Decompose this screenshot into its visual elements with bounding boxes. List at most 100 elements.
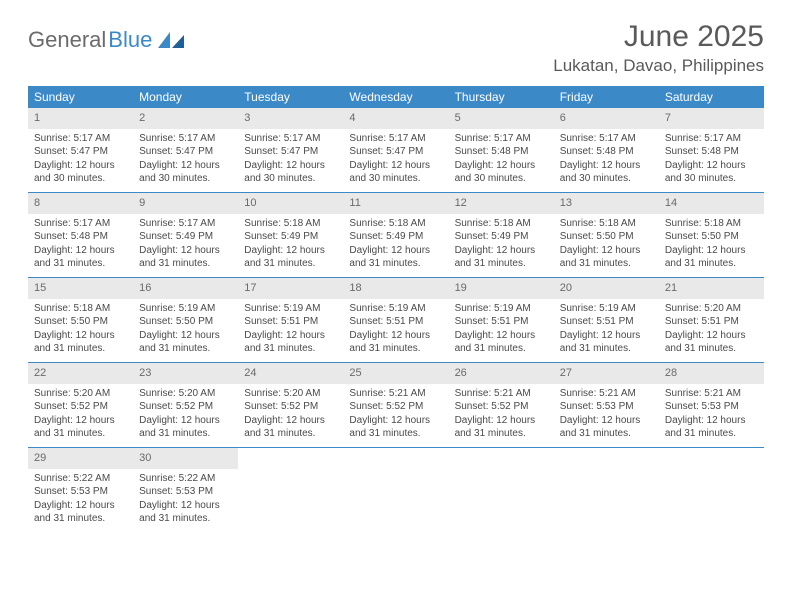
day-body: Sunrise: 5:19 AMSunset: 5:51 PMDaylight:…: [449, 299, 554, 362]
day-number: 11: [343, 193, 448, 214]
sunset-line: Sunset: 5:52 PM: [34, 400, 127, 414]
title-block: June 2025 Lukatan, Davao, Philippines: [553, 20, 764, 76]
daylight-line: Daylight: 12 hours and 30 minutes.: [349, 159, 442, 186]
sunset-line: Sunset: 5:49 PM: [244, 230, 337, 244]
sunrise-line: Sunrise: 5:21 AM: [455, 387, 548, 401]
sunrise-line: Sunrise: 5:22 AM: [34, 472, 127, 486]
day-body: Sunrise: 5:17 AMSunset: 5:47 PMDaylight:…: [238, 129, 343, 192]
week-row: 22Sunrise: 5:20 AMSunset: 5:52 PMDayligh…: [28, 363, 764, 448]
brand-part2: Blue: [108, 27, 152, 53]
sunrise-line: Sunrise: 5:18 AM: [349, 217, 442, 231]
daylight-line: Daylight: 12 hours and 31 minutes.: [244, 244, 337, 271]
day-number: 23: [133, 363, 238, 384]
day-cell: 8Sunrise: 5:17 AMSunset: 5:48 PMDaylight…: [28, 193, 133, 277]
day-cell: 21Sunrise: 5:20 AMSunset: 5:51 PMDayligh…: [659, 278, 764, 362]
daylight-line: Daylight: 12 hours and 31 minutes.: [34, 499, 127, 526]
daylight-line: Daylight: 12 hours and 31 minutes.: [244, 414, 337, 441]
brand-part1: General: [28, 27, 106, 53]
day-cell: 7Sunrise: 5:17 AMSunset: 5:48 PMDaylight…: [659, 108, 764, 192]
day-body: Sunrise: 5:17 AMSunset: 5:49 PMDaylight:…: [133, 214, 238, 277]
day-number: 9: [133, 193, 238, 214]
sunset-line: Sunset: 5:50 PM: [560, 230, 653, 244]
day-number: 3: [238, 108, 343, 129]
day-body: Sunrise: 5:17 AMSunset: 5:48 PMDaylight:…: [449, 129, 554, 192]
sunrise-line: Sunrise: 5:19 AM: [455, 302, 548, 316]
sunset-line: Sunset: 5:53 PM: [560, 400, 653, 414]
daylight-line: Daylight: 12 hours and 31 minutes.: [455, 329, 548, 356]
day-cell: 6Sunrise: 5:17 AMSunset: 5:48 PMDaylight…: [554, 108, 659, 192]
daylight-line: Daylight: 12 hours and 30 minutes.: [665, 159, 758, 186]
daylight-line: Daylight: 12 hours and 31 minutes.: [139, 414, 232, 441]
sunset-line: Sunset: 5:52 PM: [349, 400, 442, 414]
sunset-line: Sunset: 5:51 PM: [455, 315, 548, 329]
sunrise-line: Sunrise: 5:17 AM: [139, 217, 232, 231]
sunrise-line: Sunrise: 5:18 AM: [665, 217, 758, 231]
day-body: Sunrise: 5:18 AMSunset: 5:50 PMDaylight:…: [659, 214, 764, 277]
day-cell-empty: [238, 448, 343, 532]
day-number: 16: [133, 278, 238, 299]
day-body: Sunrise: 5:20 AMSunset: 5:52 PMDaylight:…: [133, 384, 238, 447]
brand-logo: GeneralBlue: [28, 20, 184, 54]
daylight-line: Daylight: 12 hours and 30 minutes.: [560, 159, 653, 186]
week-row: 1Sunrise: 5:17 AMSunset: 5:47 PMDaylight…: [28, 108, 764, 193]
day-number: 30: [133, 448, 238, 469]
day-of-week-header: SundayMondayTuesdayWednesdayThursdayFrid…: [28, 86, 764, 108]
sunset-line: Sunset: 5:50 PM: [34, 315, 127, 329]
sunrise-line: Sunrise: 5:18 AM: [560, 217, 653, 231]
day-number: 20: [554, 278, 659, 299]
sunrise-line: Sunrise: 5:17 AM: [244, 132, 337, 146]
day-body: Sunrise: 5:18 AMSunset: 5:50 PMDaylight:…: [554, 214, 659, 277]
sunset-line: Sunset: 5:51 PM: [244, 315, 337, 329]
day-number: 17: [238, 278, 343, 299]
day-cell: 24Sunrise: 5:20 AMSunset: 5:52 PMDayligh…: [238, 363, 343, 447]
dow-cell: Tuesday: [238, 86, 343, 108]
day-body: Sunrise: 5:18 AMSunset: 5:49 PMDaylight:…: [343, 214, 448, 277]
weeks-container: 1Sunrise: 5:17 AMSunset: 5:47 PMDaylight…: [28, 108, 764, 532]
day-number: 24: [238, 363, 343, 384]
day-cell: 23Sunrise: 5:20 AMSunset: 5:52 PMDayligh…: [133, 363, 238, 447]
sunset-line: Sunset: 5:49 PM: [349, 230, 442, 244]
sunset-line: Sunset: 5:47 PM: [34, 145, 127, 159]
day-body: Sunrise: 5:21 AMSunset: 5:53 PMDaylight:…: [554, 384, 659, 447]
day-cell: 13Sunrise: 5:18 AMSunset: 5:50 PMDayligh…: [554, 193, 659, 277]
sunset-line: Sunset: 5:51 PM: [665, 315, 758, 329]
week-row: 29Sunrise: 5:22 AMSunset: 5:53 PMDayligh…: [28, 448, 764, 532]
sunset-line: Sunset: 5:53 PM: [665, 400, 758, 414]
day-body: Sunrise: 5:18 AMSunset: 5:49 PMDaylight:…: [449, 214, 554, 277]
day-cell: 10Sunrise: 5:18 AMSunset: 5:49 PMDayligh…: [238, 193, 343, 277]
sunset-line: Sunset: 5:47 PM: [139, 145, 232, 159]
dow-cell: Monday: [133, 86, 238, 108]
dow-cell: Thursday: [449, 86, 554, 108]
daylight-line: Daylight: 12 hours and 30 minutes.: [34, 159, 127, 186]
day-number: 7: [659, 108, 764, 129]
sunrise-line: Sunrise: 5:17 AM: [34, 132, 127, 146]
day-body: Sunrise: 5:18 AMSunset: 5:49 PMDaylight:…: [238, 214, 343, 277]
daylight-line: Daylight: 12 hours and 31 minutes.: [349, 244, 442, 271]
day-number: 22: [28, 363, 133, 384]
day-cell: 12Sunrise: 5:18 AMSunset: 5:49 PMDayligh…: [449, 193, 554, 277]
daylight-line: Daylight: 12 hours and 31 minutes.: [34, 414, 127, 441]
day-number: 4: [343, 108, 448, 129]
calendar-page: GeneralBlue June 2025 Lukatan, Davao, Ph…: [0, 0, 792, 552]
daylight-line: Daylight: 12 hours and 31 minutes.: [349, 329, 442, 356]
day-body: Sunrise: 5:17 AMSunset: 5:48 PMDaylight:…: [659, 129, 764, 192]
daylight-line: Daylight: 12 hours and 30 minutes.: [455, 159, 548, 186]
sunset-line: Sunset: 5:48 PM: [34, 230, 127, 244]
sunrise-line: Sunrise: 5:21 AM: [349, 387, 442, 401]
day-body: Sunrise: 5:21 AMSunset: 5:52 PMDaylight:…: [449, 384, 554, 447]
day-body: Sunrise: 5:20 AMSunset: 5:52 PMDaylight:…: [28, 384, 133, 447]
day-cell-empty: [659, 448, 764, 532]
sunrise-line: Sunrise: 5:21 AM: [560, 387, 653, 401]
day-cell: 28Sunrise: 5:21 AMSunset: 5:53 PMDayligh…: [659, 363, 764, 447]
day-number: 5: [449, 108, 554, 129]
day-body: Sunrise: 5:20 AMSunset: 5:51 PMDaylight:…: [659, 299, 764, 362]
day-cell: 15Sunrise: 5:18 AMSunset: 5:50 PMDayligh…: [28, 278, 133, 362]
sunset-line: Sunset: 5:52 PM: [244, 400, 337, 414]
sunrise-line: Sunrise: 5:18 AM: [455, 217, 548, 231]
sunset-line: Sunset: 5:47 PM: [349, 145, 442, 159]
day-cell: 20Sunrise: 5:19 AMSunset: 5:51 PMDayligh…: [554, 278, 659, 362]
sunset-line: Sunset: 5:49 PM: [455, 230, 548, 244]
daylight-line: Daylight: 12 hours and 31 minutes.: [455, 244, 548, 271]
day-cell: 25Sunrise: 5:21 AMSunset: 5:52 PMDayligh…: [343, 363, 448, 447]
day-cell: 1Sunrise: 5:17 AMSunset: 5:47 PMDaylight…: [28, 108, 133, 192]
